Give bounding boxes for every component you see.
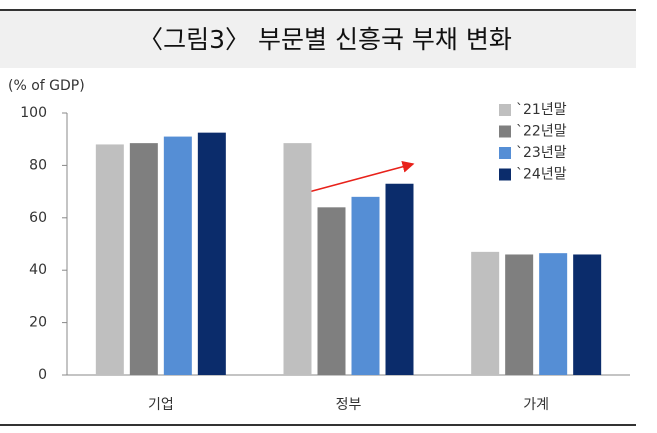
bar bbox=[573, 254, 602, 375]
bar bbox=[505, 254, 534, 375]
x-tick-label: 가계 bbox=[523, 397, 549, 413]
bar bbox=[317, 207, 346, 375]
y-tick-label: 60 bbox=[29, 210, 47, 226]
bar bbox=[197, 132, 226, 375]
bar bbox=[283, 143, 312, 375]
legend-label: `24년말 bbox=[516, 167, 567, 183]
chart-title: 〈그림3〉 부문별 신흥국 부채 변화 bbox=[138, 25, 512, 54]
y-tick-label: 20 bbox=[29, 315, 47, 331]
legend-label: `23년말 bbox=[516, 145, 567, 161]
bar bbox=[129, 143, 158, 375]
y-tick-label: 80 bbox=[29, 157, 47, 173]
y-axis-label: (% of GDP) bbox=[8, 78, 85, 94]
bar bbox=[95, 144, 124, 375]
legend-label: `22년말 bbox=[516, 124, 567, 140]
y-tick-label: 40 bbox=[29, 262, 47, 278]
legend-label: `21년말 bbox=[516, 102, 567, 118]
bar bbox=[385, 183, 414, 375]
y-tick-label: 100 bbox=[20, 105, 47, 121]
bar bbox=[163, 136, 192, 375]
title-band bbox=[0, 10, 636, 68]
x-tick-label: 정부 bbox=[336, 397, 362, 413]
bar bbox=[539, 253, 568, 375]
legend-swatch bbox=[499, 104, 511, 116]
y-tick-label: 0 bbox=[38, 367, 47, 383]
bar bbox=[351, 196, 380, 375]
bar bbox=[471, 251, 500, 375]
legend-swatch bbox=[499, 168, 511, 181]
legend-swatch bbox=[499, 125, 511, 138]
x-tick-label: 기업 bbox=[148, 397, 174, 413]
legend-swatch bbox=[499, 147, 511, 159]
